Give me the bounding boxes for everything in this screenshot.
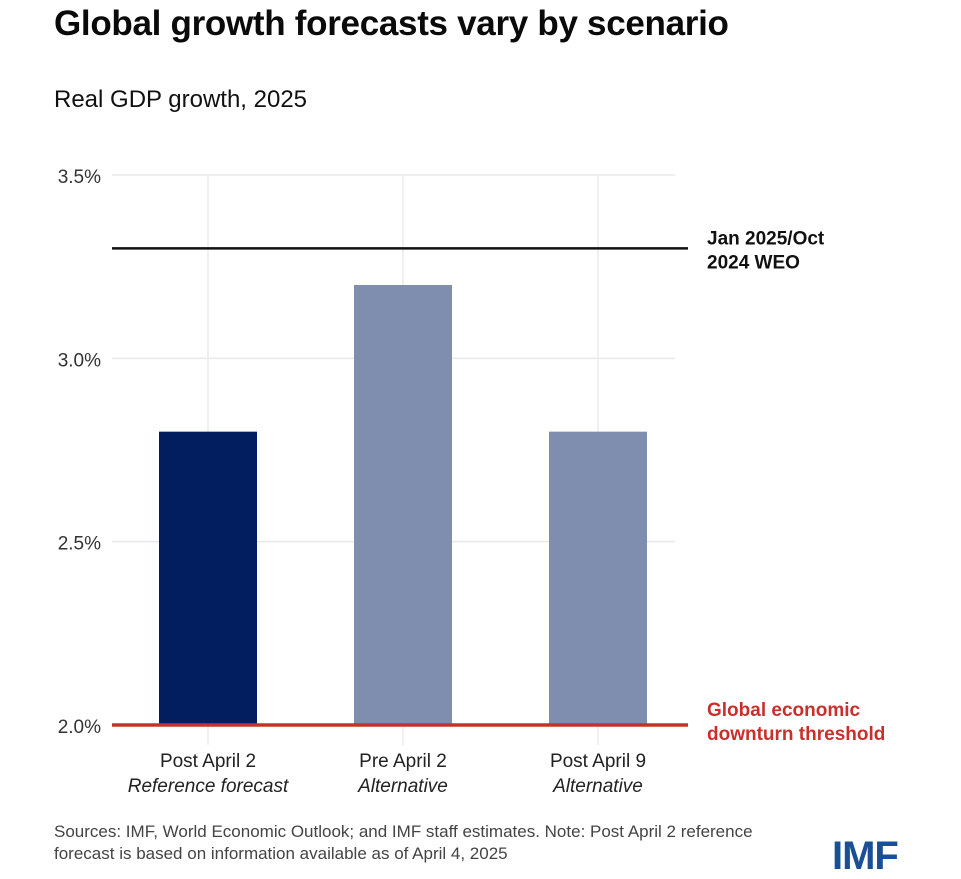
y-tick-label: 3.0% xyxy=(58,350,101,371)
bar xyxy=(354,285,452,725)
x-category-label: Post April 9 xyxy=(550,751,646,772)
x-category-sublabel: Alternative xyxy=(357,776,448,797)
x-category-label: Post April 2 xyxy=(160,751,256,772)
y-tick-label: 2.0% xyxy=(58,717,101,738)
chart-title: Global growth forecasts vary by scenario xyxy=(54,4,729,43)
weo-reference-label: Jan 2025/Oct xyxy=(707,228,825,249)
weo-reference-label: 2024 WEO xyxy=(707,252,800,273)
imf-logo: IMF xyxy=(832,834,899,878)
x-category-label: Pre April 2 xyxy=(359,751,447,772)
source-note: Sources: IMF, World Economic Outlook; an… xyxy=(54,822,753,863)
x-category-sublabel: Reference forecast xyxy=(128,776,289,797)
downturn-threshold-label: downturn threshold xyxy=(707,724,885,745)
bar xyxy=(549,431,647,725)
bar xyxy=(159,431,257,725)
y-tick-label: 2.5% xyxy=(58,534,101,555)
y-tick-label: 3.5% xyxy=(58,167,101,188)
chart-subtitle: Real GDP growth, 2025 xyxy=(54,86,308,113)
downturn-threshold-label: Global economic xyxy=(707,700,861,721)
x-category-sublabel: Alternative xyxy=(552,776,643,797)
